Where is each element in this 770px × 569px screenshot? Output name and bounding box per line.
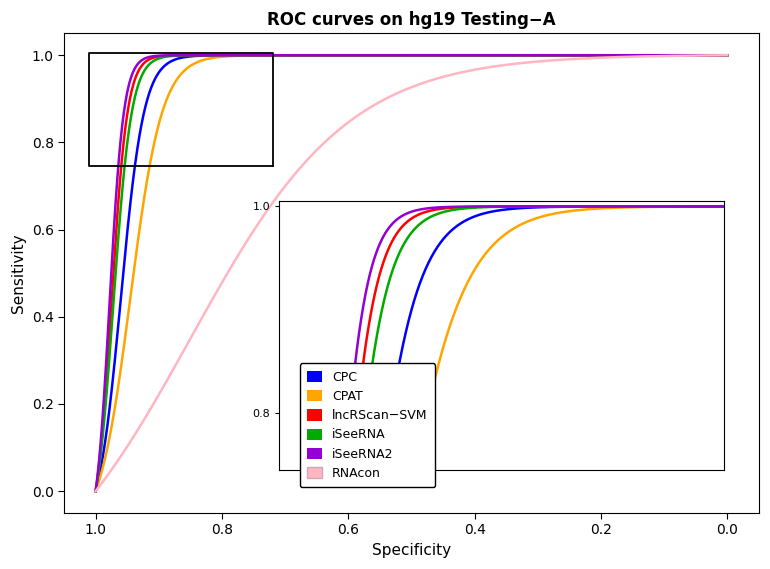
X-axis label: Specificity: Specificity <box>372 543 451 558</box>
Title: ROC curves on hg19 Testing−A: ROC curves on hg19 Testing−A <box>267 11 556 29</box>
Y-axis label: Sensitivity: Sensitivity <box>11 233 26 313</box>
Legend: CPC, CPAT, lncRScan−SVM, iSeeRNA, iSeeRNA2, RNAcon: CPC, CPAT, lncRScan−SVM, iSeeRNA, iSeeRN… <box>300 363 435 488</box>
